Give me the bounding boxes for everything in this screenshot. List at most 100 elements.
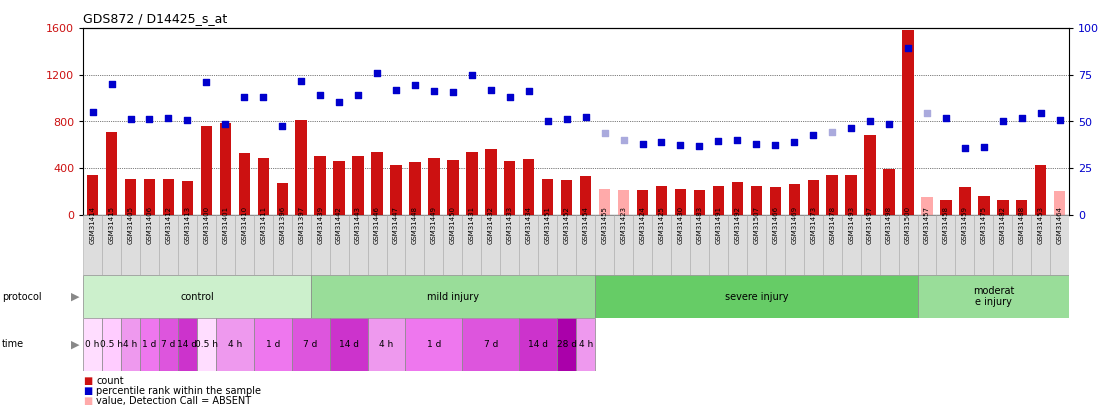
Point bbox=[861, 118, 879, 125]
Text: GSM31432: GSM31432 bbox=[488, 206, 494, 244]
Bar bbox=[690, 215, 709, 275]
Text: ▶: ▶ bbox=[71, 339, 80, 349]
Bar bbox=[1016, 200, 1027, 215]
Bar bbox=[197, 215, 216, 275]
Bar bbox=[766, 215, 784, 275]
Text: GSM31500: GSM31500 bbox=[905, 206, 911, 244]
Point bbox=[216, 121, 234, 127]
Text: GSM31430: GSM31430 bbox=[677, 206, 684, 244]
Text: GSM31405: GSM31405 bbox=[127, 206, 133, 244]
Bar bbox=[978, 196, 989, 215]
Text: 0 h: 0 h bbox=[85, 340, 100, 349]
Bar bbox=[614, 215, 633, 275]
Text: GSM31492: GSM31492 bbox=[735, 206, 740, 244]
Text: GSM31455: GSM31455 bbox=[602, 206, 607, 244]
Text: moderat
e injury: moderat e injury bbox=[973, 286, 1014, 307]
Bar bbox=[902, 30, 914, 215]
Bar bbox=[1054, 192, 1066, 215]
Text: GSM31412: GSM31412 bbox=[165, 206, 172, 244]
Bar bbox=[310, 215, 330, 275]
Bar bbox=[238, 153, 250, 215]
Text: GSM31448: GSM31448 bbox=[412, 206, 418, 244]
Bar bbox=[599, 189, 611, 215]
Text: GSM31497: GSM31497 bbox=[868, 206, 873, 244]
Bar bbox=[83, 215, 102, 275]
Bar bbox=[994, 215, 1013, 275]
Text: GSM31413: GSM31413 bbox=[184, 206, 191, 244]
Bar bbox=[899, 215, 917, 275]
Bar bbox=[520, 318, 557, 371]
Point bbox=[671, 142, 689, 148]
Point bbox=[634, 141, 652, 147]
Text: 0.5 h: 0.5 h bbox=[195, 340, 218, 349]
Text: value, Detection Call = ABSENT: value, Detection Call = ABSENT bbox=[96, 396, 252, 405]
Text: GSM31434: GSM31434 bbox=[526, 206, 532, 244]
Point bbox=[235, 94, 253, 100]
Bar bbox=[83, 318, 102, 371]
Bar bbox=[466, 152, 478, 215]
Bar bbox=[106, 132, 117, 215]
Text: 4 h: 4 h bbox=[379, 340, 393, 349]
Point bbox=[728, 137, 746, 143]
Point bbox=[368, 69, 386, 76]
Bar bbox=[197, 318, 216, 371]
Text: protocol: protocol bbox=[2, 292, 42, 302]
Point bbox=[596, 130, 614, 136]
Bar bbox=[481, 215, 501, 275]
Bar bbox=[216, 318, 254, 371]
Text: 4 h: 4 h bbox=[123, 340, 137, 349]
Bar bbox=[523, 159, 534, 215]
Bar bbox=[883, 169, 895, 215]
Bar bbox=[827, 175, 838, 215]
Text: GSM31401: GSM31401 bbox=[223, 206, 228, 244]
Bar bbox=[1035, 164, 1046, 215]
Text: GSM31457: GSM31457 bbox=[924, 206, 930, 244]
Text: GSM31423: GSM31423 bbox=[620, 206, 626, 244]
Text: GSM31507: GSM31507 bbox=[753, 206, 759, 244]
Bar bbox=[443, 215, 462, 275]
Bar bbox=[352, 156, 363, 215]
Text: GSM31453: GSM31453 bbox=[1038, 206, 1044, 244]
Text: percentile rank within the sample: percentile rank within the sample bbox=[96, 386, 261, 396]
Bar bbox=[974, 215, 994, 275]
Text: GSM31449: GSM31449 bbox=[431, 206, 437, 244]
Point bbox=[748, 141, 766, 147]
Text: GSM31473: GSM31473 bbox=[810, 206, 817, 244]
Point bbox=[767, 142, 784, 148]
Point bbox=[615, 137, 633, 143]
Bar bbox=[83, 275, 310, 318]
Point bbox=[122, 116, 140, 122]
Text: GDS872 / D14425_s_at: GDS872 / D14425_s_at bbox=[83, 12, 227, 25]
Bar bbox=[576, 215, 595, 275]
Bar bbox=[1013, 215, 1032, 275]
Point bbox=[1013, 115, 1030, 121]
Bar bbox=[557, 318, 576, 371]
Text: ■: ■ bbox=[83, 376, 92, 386]
Bar bbox=[936, 215, 955, 275]
Bar bbox=[390, 164, 402, 215]
Bar bbox=[941, 200, 952, 215]
Text: 14 d: 14 d bbox=[339, 340, 359, 349]
Bar bbox=[163, 179, 174, 215]
Text: GSM31400: GSM31400 bbox=[204, 206, 209, 244]
Text: 4 h: 4 h bbox=[227, 340, 242, 349]
Bar bbox=[955, 215, 974, 275]
Point bbox=[994, 118, 1012, 125]
Bar bbox=[371, 152, 382, 215]
Bar bbox=[102, 215, 121, 275]
Point bbox=[274, 123, 291, 129]
Point bbox=[141, 116, 158, 122]
Text: GSM31414: GSM31414 bbox=[90, 206, 95, 244]
Bar bbox=[520, 215, 538, 275]
Text: GSM31483: GSM31483 bbox=[697, 206, 702, 244]
Text: GSM31491: GSM31491 bbox=[716, 206, 721, 244]
Bar bbox=[291, 318, 330, 371]
Text: GSM31493: GSM31493 bbox=[848, 206, 854, 244]
Point bbox=[349, 92, 367, 98]
Text: GSM31406: GSM31406 bbox=[146, 206, 153, 244]
Text: GSM31469: GSM31469 bbox=[791, 206, 798, 244]
Bar bbox=[315, 156, 326, 215]
Text: 1 d: 1 d bbox=[427, 340, 441, 349]
Point bbox=[178, 117, 196, 124]
Bar bbox=[257, 158, 269, 215]
